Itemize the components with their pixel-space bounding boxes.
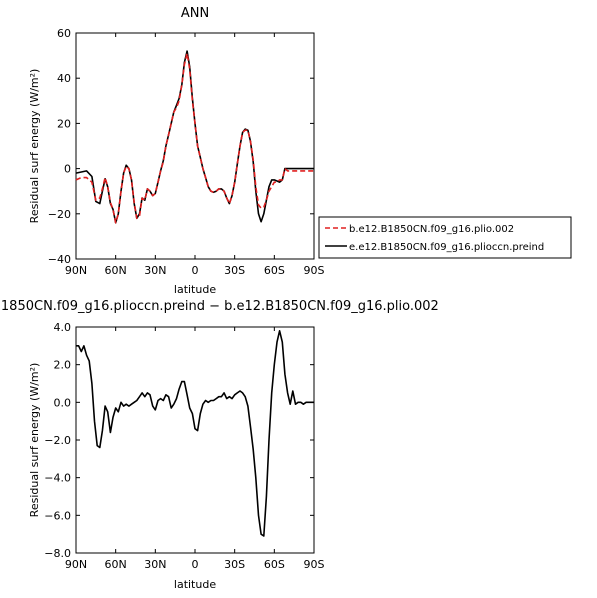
top-x-ticks: 90N 60N 30N 0 30S 60S 90S xyxy=(65,33,325,277)
legend-box xyxy=(318,216,572,259)
top-y-tick-label: −40 xyxy=(48,253,71,266)
bottom-y-tick-label: −8.0 xyxy=(44,547,71,560)
top-y-tick-label: 40 xyxy=(57,72,71,85)
bottom-x-ticks: 90N 60N 30N 0 30S 60S 90S xyxy=(65,327,325,571)
top-series-line-1 xyxy=(75,50,314,224)
top-plot-frame xyxy=(75,32,315,260)
top-x-tick-label: 60S xyxy=(264,264,285,277)
bottom-x-axis-label: latitude xyxy=(174,578,216,591)
legend-label-plio: b.e12.B1850CN.f09_g16.plio.002 xyxy=(349,224,514,235)
top-y-tick-label: 0 xyxy=(64,163,71,176)
bottom-x-tick-label: 60N xyxy=(105,558,127,571)
bottom-x-tick-label: 0 xyxy=(192,558,199,571)
bottom-x-tick-label: 30S xyxy=(224,558,245,571)
bottom-x-tick-label: 90S xyxy=(304,558,325,571)
bottom-y-tick-label: 4.0 xyxy=(54,321,72,334)
bottom-y-ticks: −8.0 −6.0 −4.0 −2.0 0.0 2.0 4.0 xyxy=(44,321,314,560)
top-x-tick-label: 60N xyxy=(105,264,127,277)
top-y-ticks: −40 −20 0 20 40 60 xyxy=(48,27,314,266)
bottom-y-tick-label: −4.0 xyxy=(44,472,71,485)
bottom-y-tick-label: 0.0 xyxy=(54,396,72,409)
bottom-y-tick-label: −6.0 xyxy=(44,509,71,522)
top-y-tick-label: 20 xyxy=(57,117,71,130)
bottom-y-tick-label: 2.0 xyxy=(54,359,72,372)
legend-label-preind: e.e12.B1850CN.f09_g16.plioccn.preind xyxy=(349,242,544,253)
top-x-tick-label: 0 xyxy=(192,264,199,277)
bottom-x-tick-label: 90N xyxy=(65,558,87,571)
bottom-plot-frame xyxy=(75,326,315,554)
top-series-lines xyxy=(75,50,314,224)
top-series-line-0 xyxy=(75,52,314,224)
bottom-x-tick-label: 60S xyxy=(264,558,285,571)
bottom-series-lines xyxy=(76,329,314,537)
top-y-tick-label: −20 xyxy=(48,208,71,221)
top-panel: ANN −40 −20 0 20 40 60 90N 60N 30N 0 30S 60S 90S la… xyxy=(28,6,325,296)
top-x-axis-label: latitude xyxy=(174,283,216,296)
top-x-tick-label: 30N xyxy=(144,264,166,277)
top-x-tick-label: 30S xyxy=(224,264,245,277)
bottom-x-tick-label: 30N xyxy=(144,558,166,571)
top-y-tick-label: 60 xyxy=(57,27,71,40)
bottom-panel: e.e12.B1850CN.f09_g16.plioccn.preind − b… xyxy=(0,299,439,591)
top-x-tick-label: 90N xyxy=(65,264,87,277)
top-x-tick-label: 90S xyxy=(304,264,325,277)
top-y-axis-label: Residual surf energy (W/m²) xyxy=(28,69,41,224)
bottom-y-axis-label: Residual surf energy (W/m²) xyxy=(28,363,41,518)
bottom-title: e.e12.B1850CN.f09_g16.plioccn.preind − b… xyxy=(0,299,439,314)
bottom-y-tick-label: −2.0 xyxy=(44,434,71,447)
legend: b.e12.B1850CN.f09_g16.plio.002 e.e12.B18… xyxy=(318,216,572,259)
bottom-series-line-0 xyxy=(76,329,314,537)
top-title: ANN xyxy=(181,6,209,21)
